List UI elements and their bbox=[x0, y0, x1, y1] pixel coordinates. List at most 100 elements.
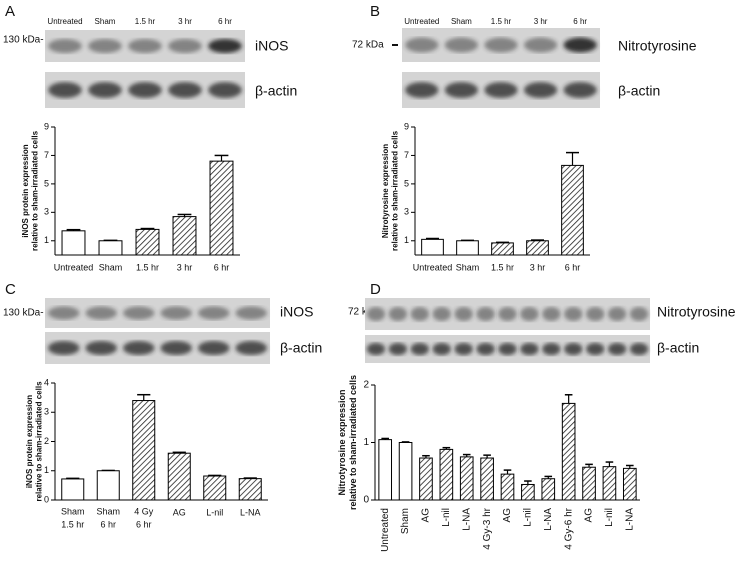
y-axis-label: iNOS protein expressionrelative to sham-… bbox=[25, 381, 44, 502]
blot-band bbox=[48, 82, 82, 98]
y-tick-label: 2 bbox=[363, 380, 369, 391]
band-label: β-actin bbox=[618, 83, 660, 99]
blot-band bbox=[85, 340, 117, 356]
lane-label: 3 hr bbox=[178, 17, 192, 26]
lane-label: Untreated bbox=[47, 17, 82, 26]
panel-letter: D bbox=[370, 281, 381, 298]
x-tick-label: L-NA bbox=[624, 508, 635, 531]
lane-label: 1.5 hr bbox=[491, 17, 512, 26]
x-tick-label: L-nil bbox=[206, 507, 223, 517]
x-tick-label: L-NA bbox=[240, 507, 261, 517]
blot-band bbox=[523, 37, 558, 53]
x-tick-label: AG bbox=[502, 508, 513, 523]
bar bbox=[526, 240, 549, 256]
blot-band bbox=[454, 342, 473, 356]
blot-band bbox=[48, 38, 82, 54]
blot-band bbox=[88, 38, 122, 54]
y-tick-label: 4 bbox=[44, 377, 49, 387]
blot-band bbox=[432, 342, 451, 356]
blot-band bbox=[85, 306, 117, 320]
blot-band bbox=[160, 340, 192, 356]
blot-band bbox=[388, 306, 408, 322]
blot-band bbox=[563, 82, 597, 98]
bar bbox=[421, 238, 444, 256]
blot-band bbox=[366, 306, 386, 322]
y-tick-label: 0 bbox=[44, 494, 49, 504]
bar bbox=[61, 230, 86, 256]
x-tick-label: L-NA bbox=[461, 508, 472, 531]
blot-band bbox=[542, 306, 561, 322]
blot-band bbox=[128, 82, 162, 98]
x-tick-label: L-NA bbox=[543, 508, 554, 531]
y-tick-label: 1 bbox=[404, 235, 409, 245]
blot-band bbox=[405, 37, 439, 53]
band-label: iNOS bbox=[280, 304, 313, 320]
blot-band bbox=[168, 82, 202, 98]
bar bbox=[61, 478, 85, 501]
blot-band bbox=[476, 306, 495, 322]
blot-band bbox=[498, 306, 517, 322]
blot-band bbox=[476, 342, 495, 356]
blot bbox=[45, 332, 270, 364]
blot-band bbox=[410, 342, 430, 356]
bar bbox=[541, 478, 556, 501]
x-tick-label: 3 hr bbox=[530, 262, 546, 272]
blot-band bbox=[198, 340, 230, 356]
bar bbox=[459, 456, 474, 501]
blot-band bbox=[160, 306, 192, 320]
lane-label: 1.5 hr bbox=[135, 17, 156, 26]
bar bbox=[209, 160, 234, 256]
lane-label: Sham bbox=[95, 17, 116, 26]
blot-band bbox=[198, 306, 230, 320]
x-tick-label: 4 Gy-3 hr bbox=[482, 507, 493, 549]
bar bbox=[491, 242, 514, 256]
blot-band bbox=[444, 37, 479, 53]
lane-label: 6 hr bbox=[573, 17, 587, 26]
bar bbox=[582, 466, 596, 501]
x-tick-label: Untreated bbox=[54, 262, 94, 272]
y-tick-label: 3 bbox=[44, 207, 49, 217]
blot-band bbox=[168, 38, 202, 54]
blot bbox=[45, 298, 270, 328]
bar bbox=[172, 216, 197, 256]
x-tick-label: 4 Gy-6 hr bbox=[563, 507, 574, 549]
y-axis-label-line: relative to sham-irradiated cells bbox=[31, 130, 40, 251]
x-tick-label: Untreated bbox=[380, 508, 391, 552]
blot-band bbox=[607, 306, 627, 322]
bar bbox=[98, 240, 123, 256]
blot-band bbox=[208, 38, 242, 54]
y-tick-label: 1 bbox=[44, 465, 49, 475]
x-tick-label: AG bbox=[584, 508, 595, 523]
panel-letter: B bbox=[370, 3, 380, 20]
y-tick-label: 5 bbox=[404, 178, 409, 188]
y-tick-label: 5 bbox=[44, 178, 49, 188]
panel-letter: A bbox=[5, 3, 15, 20]
y-axis-label-line: relative to sham-irradiated cells bbox=[35, 381, 44, 502]
y-tick-label: 0 bbox=[363, 495, 369, 506]
band-label: Nitrotyrosine bbox=[657, 304, 736, 320]
bar bbox=[135, 228, 160, 256]
lane-label: Untreated bbox=[404, 17, 439, 26]
blot-band bbox=[123, 340, 155, 356]
lane-label: 6 hr bbox=[218, 17, 232, 26]
x-tick-label: 6 hr bbox=[100, 519, 116, 529]
blot-band bbox=[48, 340, 80, 356]
blot-band bbox=[523, 82, 558, 98]
y-tick-label: 7 bbox=[404, 150, 409, 160]
bar bbox=[203, 475, 227, 501]
x-tick-label: L-nil bbox=[441, 508, 452, 527]
bar bbox=[132, 400, 156, 501]
blot-band bbox=[432, 306, 451, 322]
y-axis-label-line: Nitrotyrosine expression bbox=[337, 389, 347, 495]
blot-band bbox=[454, 306, 473, 322]
band-label: Nitrotyrosine bbox=[618, 38, 697, 54]
blot-band bbox=[564, 342, 583, 356]
blot-band bbox=[405, 82, 439, 98]
bar bbox=[238, 478, 262, 501]
x-tick-label: AG bbox=[173, 507, 186, 517]
lane-label: 3 hr bbox=[534, 17, 548, 26]
x-tick-label: Sham bbox=[96, 506, 120, 516]
y-axis-label: Nitrotyrosine expressionrelative to sham… bbox=[337, 375, 358, 510]
blot-band bbox=[123, 306, 155, 320]
